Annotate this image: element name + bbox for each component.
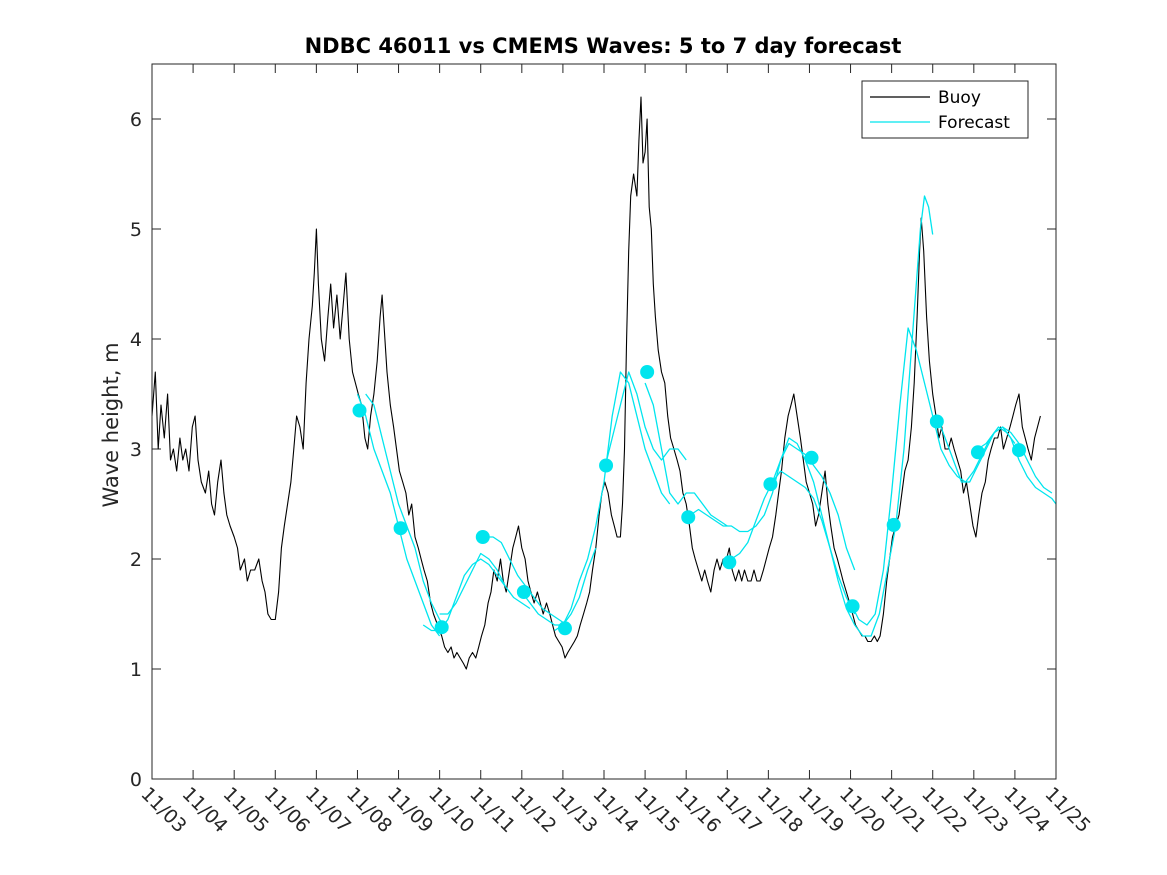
forecast-marker <box>475 530 490 544</box>
forecast-marker <box>640 365 655 379</box>
series-line-forecast <box>689 442 856 571</box>
y-tick-label: 0 <box>130 769 142 791</box>
series-line-buoy <box>151 96 1041 670</box>
forecast-marker <box>886 517 901 532</box>
series-line-forecast <box>731 470 856 615</box>
forecast-marker <box>845 599 860 614</box>
series-line-forecast <box>554 371 671 632</box>
y-tick-label: 2 <box>130 549 142 571</box>
series-line-forecast <box>895 195 934 527</box>
y-tick-label: 4 <box>130 329 142 351</box>
forecast-marker <box>970 445 985 460</box>
series-layer <box>151 96 1057 670</box>
forecast-marker <box>681 510 696 525</box>
y-axis: 0 1 2 3 4 5 6 <box>130 109 1056 791</box>
plot-area <box>152 64 1056 779</box>
marker-layer <box>352 365 1027 636</box>
y-axis-label: Wave height, m <box>99 342 123 507</box>
forecast-marker <box>393 521 408 536</box>
forecast-marker <box>434 620 449 635</box>
forecast-marker <box>1012 443 1027 458</box>
legend-buoy-label: Buoy <box>938 88 981 108</box>
y-tick-label: 3 <box>130 439 142 461</box>
y-tick-label: 6 <box>130 109 142 131</box>
legend-box <box>861 80 1029 139</box>
forecast-marker <box>599 458 614 473</box>
series-line-forecast <box>977 426 1053 494</box>
forecast-marker <box>929 414 944 429</box>
forecast-marker <box>557 621 572 636</box>
legend-forecast-label: Forecast <box>938 113 1010 133</box>
chart-title: NDBC 46011 vs CMEMS Waves: 5 to 7 day fo… <box>305 34 902 58</box>
forecast-marker <box>763 477 778 492</box>
y-tick-label: 5 <box>130 219 142 241</box>
series-line-forecast <box>603 371 687 472</box>
forecast-marker <box>722 555 737 570</box>
forecast-marker <box>804 450 819 465</box>
series-line-forecast <box>771 437 897 637</box>
y-tick-label: 1 <box>130 659 142 681</box>
plot-frame <box>151 63 1057 780</box>
forecast-marker <box>516 585 531 599</box>
series-line-forecast <box>439 552 531 615</box>
forecast-marker <box>352 403 367 418</box>
legend: Buoy Forecast <box>861 80 1029 139</box>
series-line-forecast <box>644 382 728 527</box>
